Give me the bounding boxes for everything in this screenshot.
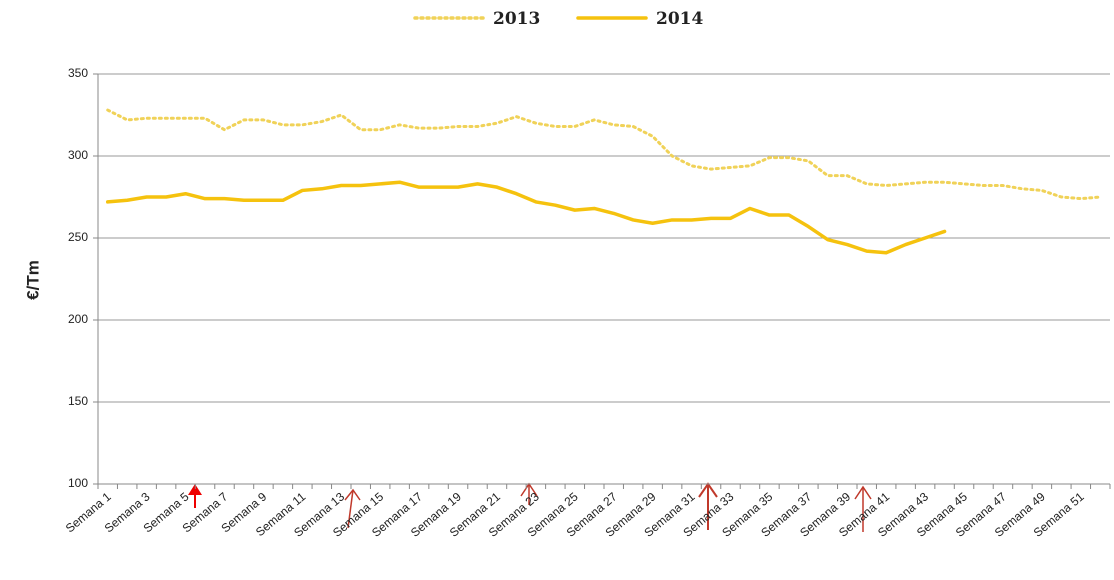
y-tick-label: 300 [68,148,88,162]
series-line [105,180,947,255]
y-tick-label: 350 [68,66,88,80]
y-tick-label: 250 [68,230,88,244]
legend-label: 2013 [493,9,540,29]
y-tick-label: 150 [68,394,88,408]
y-axis-label: €/Tm [23,260,42,300]
arrow-head [854,485,872,500]
legend-label: 2014 [656,9,703,29]
series-line [106,108,1102,201]
annotation-arrows [188,482,872,532]
arrow-head [188,484,202,495]
arrow-head [344,488,361,501]
y-tick-label: 100 [68,476,88,490]
legend: 2013 2014 [413,9,703,29]
arrow [347,489,354,529]
y-tick-label: 200 [68,312,88,326]
